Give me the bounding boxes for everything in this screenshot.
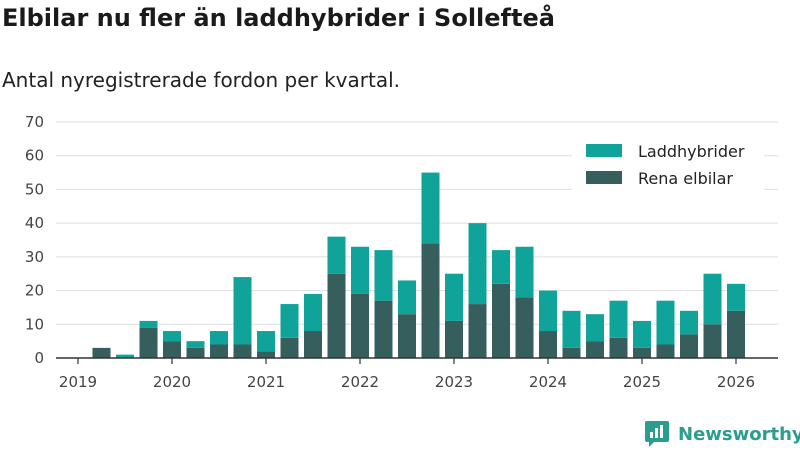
bar-rena-elbilar xyxy=(210,344,228,358)
bar-laddhybrider xyxy=(680,310,698,335)
bar-laddhybrider xyxy=(703,273,722,325)
bar-laddhybrider xyxy=(656,300,675,345)
bar-rena-elbilar xyxy=(304,331,322,358)
legend-swatch-rena-elbilar xyxy=(586,171,622,184)
x-tick-label: 2026 xyxy=(717,373,755,391)
bar-rena-elbilar xyxy=(562,347,581,358)
bar-rena-elbilar xyxy=(139,327,158,358)
bar-laddhybrider xyxy=(280,304,299,338)
bar-rena-elbilar xyxy=(92,347,111,358)
bar-rena-elbilar xyxy=(374,300,393,358)
y-tick-label: 70 xyxy=(25,113,44,131)
chart-title: Elbilar nu fler än laddhybrider i Sollef… xyxy=(2,4,555,32)
bar-laddhybrider xyxy=(351,246,369,294)
bar-laddhybrider xyxy=(562,310,581,348)
x-tick-label: 2019 xyxy=(59,373,97,391)
legend: Laddhybrider Rena elbilar xyxy=(572,134,764,196)
brand-name: Newsworthy xyxy=(678,423,800,445)
bar-rena-elbilar xyxy=(163,341,181,358)
x-tick-label: 2023 xyxy=(435,373,473,391)
bar-rena-elbilar xyxy=(656,344,675,358)
bar-laddhybrider xyxy=(304,293,322,332)
bar-rena-elbilar xyxy=(421,243,440,358)
bar-rena-elbilar xyxy=(186,347,205,358)
y-tick-label: 0 xyxy=(34,349,44,367)
y-tick-label: 50 xyxy=(25,180,44,198)
bar-rena-elbilar xyxy=(468,304,487,358)
bar-laddhybrider xyxy=(233,277,252,345)
bar-laddhybrider xyxy=(421,172,440,244)
bar-laddhybrider xyxy=(609,300,628,338)
legend-swatch-laddhybrider xyxy=(586,144,622,157)
x-tick-label: 2025 xyxy=(623,373,661,391)
bar-laddhybrider xyxy=(186,341,205,348)
bar-laddhybrider xyxy=(727,283,745,311)
x-tick-label: 2021 xyxy=(247,373,285,391)
y-tick-label: 30 xyxy=(25,248,44,266)
y-tick-label: 10 xyxy=(25,315,44,333)
y-tick-label: 40 xyxy=(25,214,44,232)
y-tick-label: 20 xyxy=(25,282,44,300)
bar-laddhybrider xyxy=(398,280,416,315)
bar-laddhybrider xyxy=(374,250,393,301)
bar-rena-elbilar xyxy=(445,320,463,358)
newsworthy-logo: Newsworthy xyxy=(644,420,800,448)
bar-laddhybrider xyxy=(492,250,510,284)
x-tick-label: 2020 xyxy=(153,373,191,391)
bar-laddhybrider xyxy=(139,320,158,328)
bar-laddhybrider xyxy=(539,290,557,332)
bar-laddhybrider xyxy=(257,331,275,352)
bar-laddhybrider xyxy=(515,246,534,298)
x-tick-label: 2022 xyxy=(341,373,379,391)
legend-label-rena-elbilar: Rena elbilar xyxy=(638,169,733,188)
bar-rena-elbilar xyxy=(680,334,698,358)
chart-subtitle: Antal nyregistrerade fordon per kvartal. xyxy=(2,68,401,92)
newsworthy-icon xyxy=(645,421,669,447)
bar-rena-elbilar xyxy=(539,331,557,358)
bar-rena-elbilar xyxy=(609,337,628,358)
bar-rena-elbilar xyxy=(257,351,275,358)
bar-rena-elbilar xyxy=(492,283,510,358)
y-tick-label: 60 xyxy=(25,147,44,165)
axis-layer: 0 10 20 30 40 50 60 70 2019 2020 2021 2022 2023 2024 2… xyxy=(25,113,778,391)
bar-laddhybrider xyxy=(468,223,487,305)
bar-laddhybrider xyxy=(327,236,346,274)
bar-rena-elbilar xyxy=(327,273,346,358)
bar-rena-elbilar xyxy=(586,341,604,358)
bar-rena-elbilar xyxy=(233,344,252,358)
bar-rena-elbilar xyxy=(398,314,416,358)
bar-laddhybrider xyxy=(633,320,651,348)
bar-rena-elbilar xyxy=(727,310,745,358)
bar-layer xyxy=(92,172,745,358)
bar-laddhybrider xyxy=(586,314,604,342)
bar-rena-elbilar xyxy=(515,297,534,358)
legend-label-laddhybrider: Laddhybrider xyxy=(638,142,745,161)
bar-rena-elbilar xyxy=(280,337,299,358)
bar-laddhybrider xyxy=(445,273,463,321)
bar-rena-elbilar xyxy=(351,293,369,358)
bar-laddhybrider xyxy=(163,331,181,342)
bar-rena-elbilar xyxy=(703,324,722,358)
x-tick-label: 2024 xyxy=(529,373,567,391)
bar-laddhybrider xyxy=(116,354,134,358)
bar-rena-elbilar xyxy=(633,347,651,358)
bar-laddhybrider xyxy=(210,331,228,345)
